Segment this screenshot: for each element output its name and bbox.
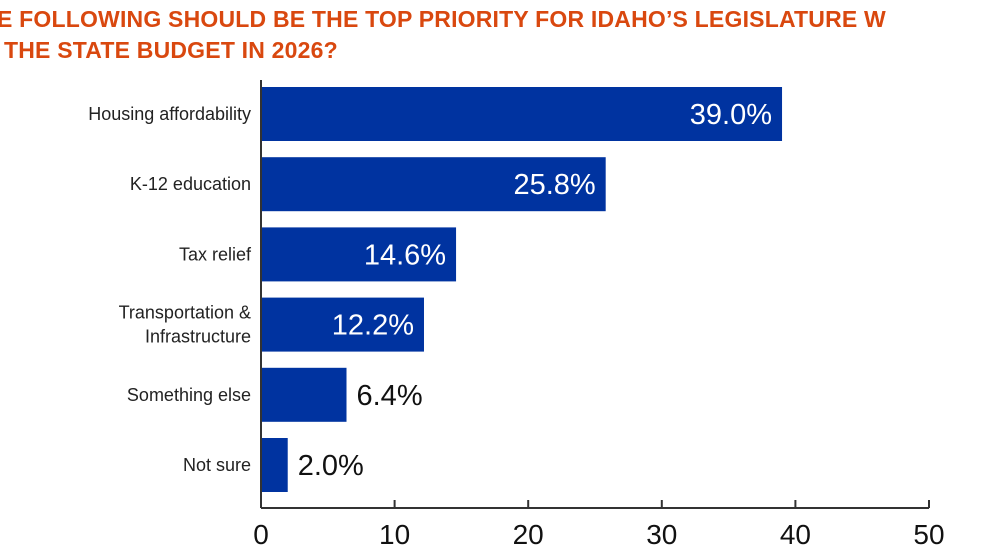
category-label: Something else: [127, 385, 251, 405]
data-label: 25.8%: [513, 169, 595, 201]
x-tick-label: 30: [646, 519, 677, 550]
x-tick-label: 50: [913, 519, 944, 550]
chart-title-line-1: E FOLLOWING SHOULD BE THE TOP PRIORITY F…: [0, 6, 886, 32]
data-label: 2.0%: [298, 450, 364, 482]
bar: [261, 87, 783, 141]
category-label: Not sure: [183, 455, 251, 475]
bar: [261, 297, 424, 352]
bar: [261, 227, 457, 282]
bar: [261, 438, 288, 492]
category-label: Tax relief: [179, 244, 252, 264]
x-tick-label: 0: [253, 519, 269, 550]
x-tick-label: 10: [379, 519, 410, 550]
data-label: 6.4%: [357, 380, 423, 412]
category-label: Housing affordability: [88, 104, 251, 124]
chart-title-line-2: THE STATE BUDGET IN 2026?: [4, 37, 338, 63]
data-label: 12.2%: [332, 310, 414, 342]
category-label: Infrastructure: [145, 327, 251, 347]
x-tick-label: 40: [780, 519, 811, 550]
category-label: K-12 education: [130, 174, 251, 194]
category-label: Transportation &: [119, 303, 251, 323]
data-label: 14.6%: [364, 239, 446, 271]
x-tick-label: 20: [513, 519, 544, 550]
bar: [261, 157, 606, 212]
data-label: 39.0%: [690, 99, 772, 131]
bar: [261, 367, 347, 422]
